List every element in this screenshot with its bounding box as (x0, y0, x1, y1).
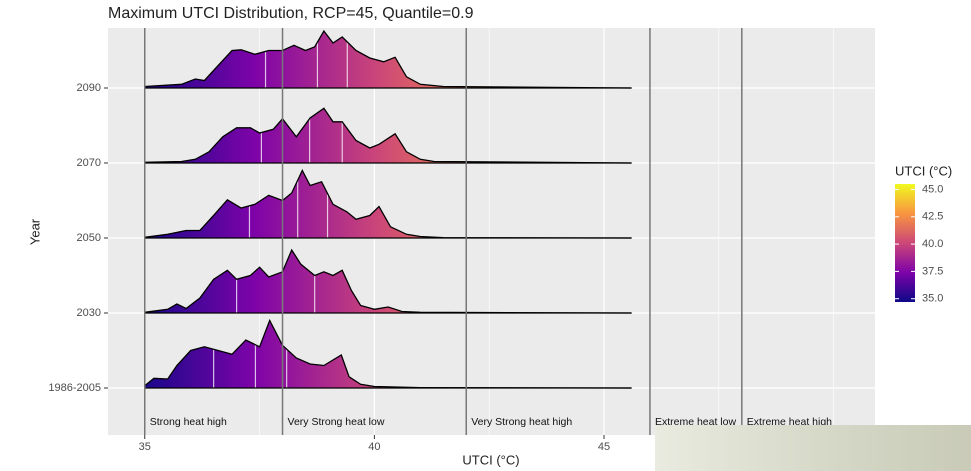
legend-tick-label: 40.0 (922, 238, 943, 250)
y-tick-label: 1986-2005 (48, 382, 101, 394)
y-axis-label: Year (27, 218, 42, 245)
legend-tick-label: 35.0 (922, 293, 943, 305)
zone-label: Very Strong heat high (471, 416, 572, 428)
zone-label: Strong heat high (150, 416, 227, 428)
legend-tick-label: 45.0 (922, 183, 943, 195)
chart: Strong heat high Very Strong heat low Very… (0, 0, 971, 471)
y-tick-label: 2050 (77, 232, 101, 244)
x-axis-label: UTCI (°C) (462, 452, 519, 467)
x-tick-label: 35 (139, 441, 151, 453)
chart-title: Maximum UTCI Distribution, RCP=45, Quant… (108, 5, 474, 22)
y-tick-label: 2030 (77, 307, 101, 319)
legend-tick-label: 42.5 (922, 211, 943, 223)
legend-tick-label: 37.5 (922, 265, 943, 277)
y-tick-label: 2070 (77, 157, 101, 169)
y-tick-label: 2090 (77, 82, 101, 94)
x-tick-label: 40 (368, 441, 380, 453)
photo-overlay (655, 425, 971, 471)
colorbar (895, 184, 915, 302)
x-tick-label: 45 (598, 441, 610, 453)
zone-label: Very Strong heat low (288, 416, 385, 428)
legend-title: UTCI (°C) (895, 163, 952, 178)
